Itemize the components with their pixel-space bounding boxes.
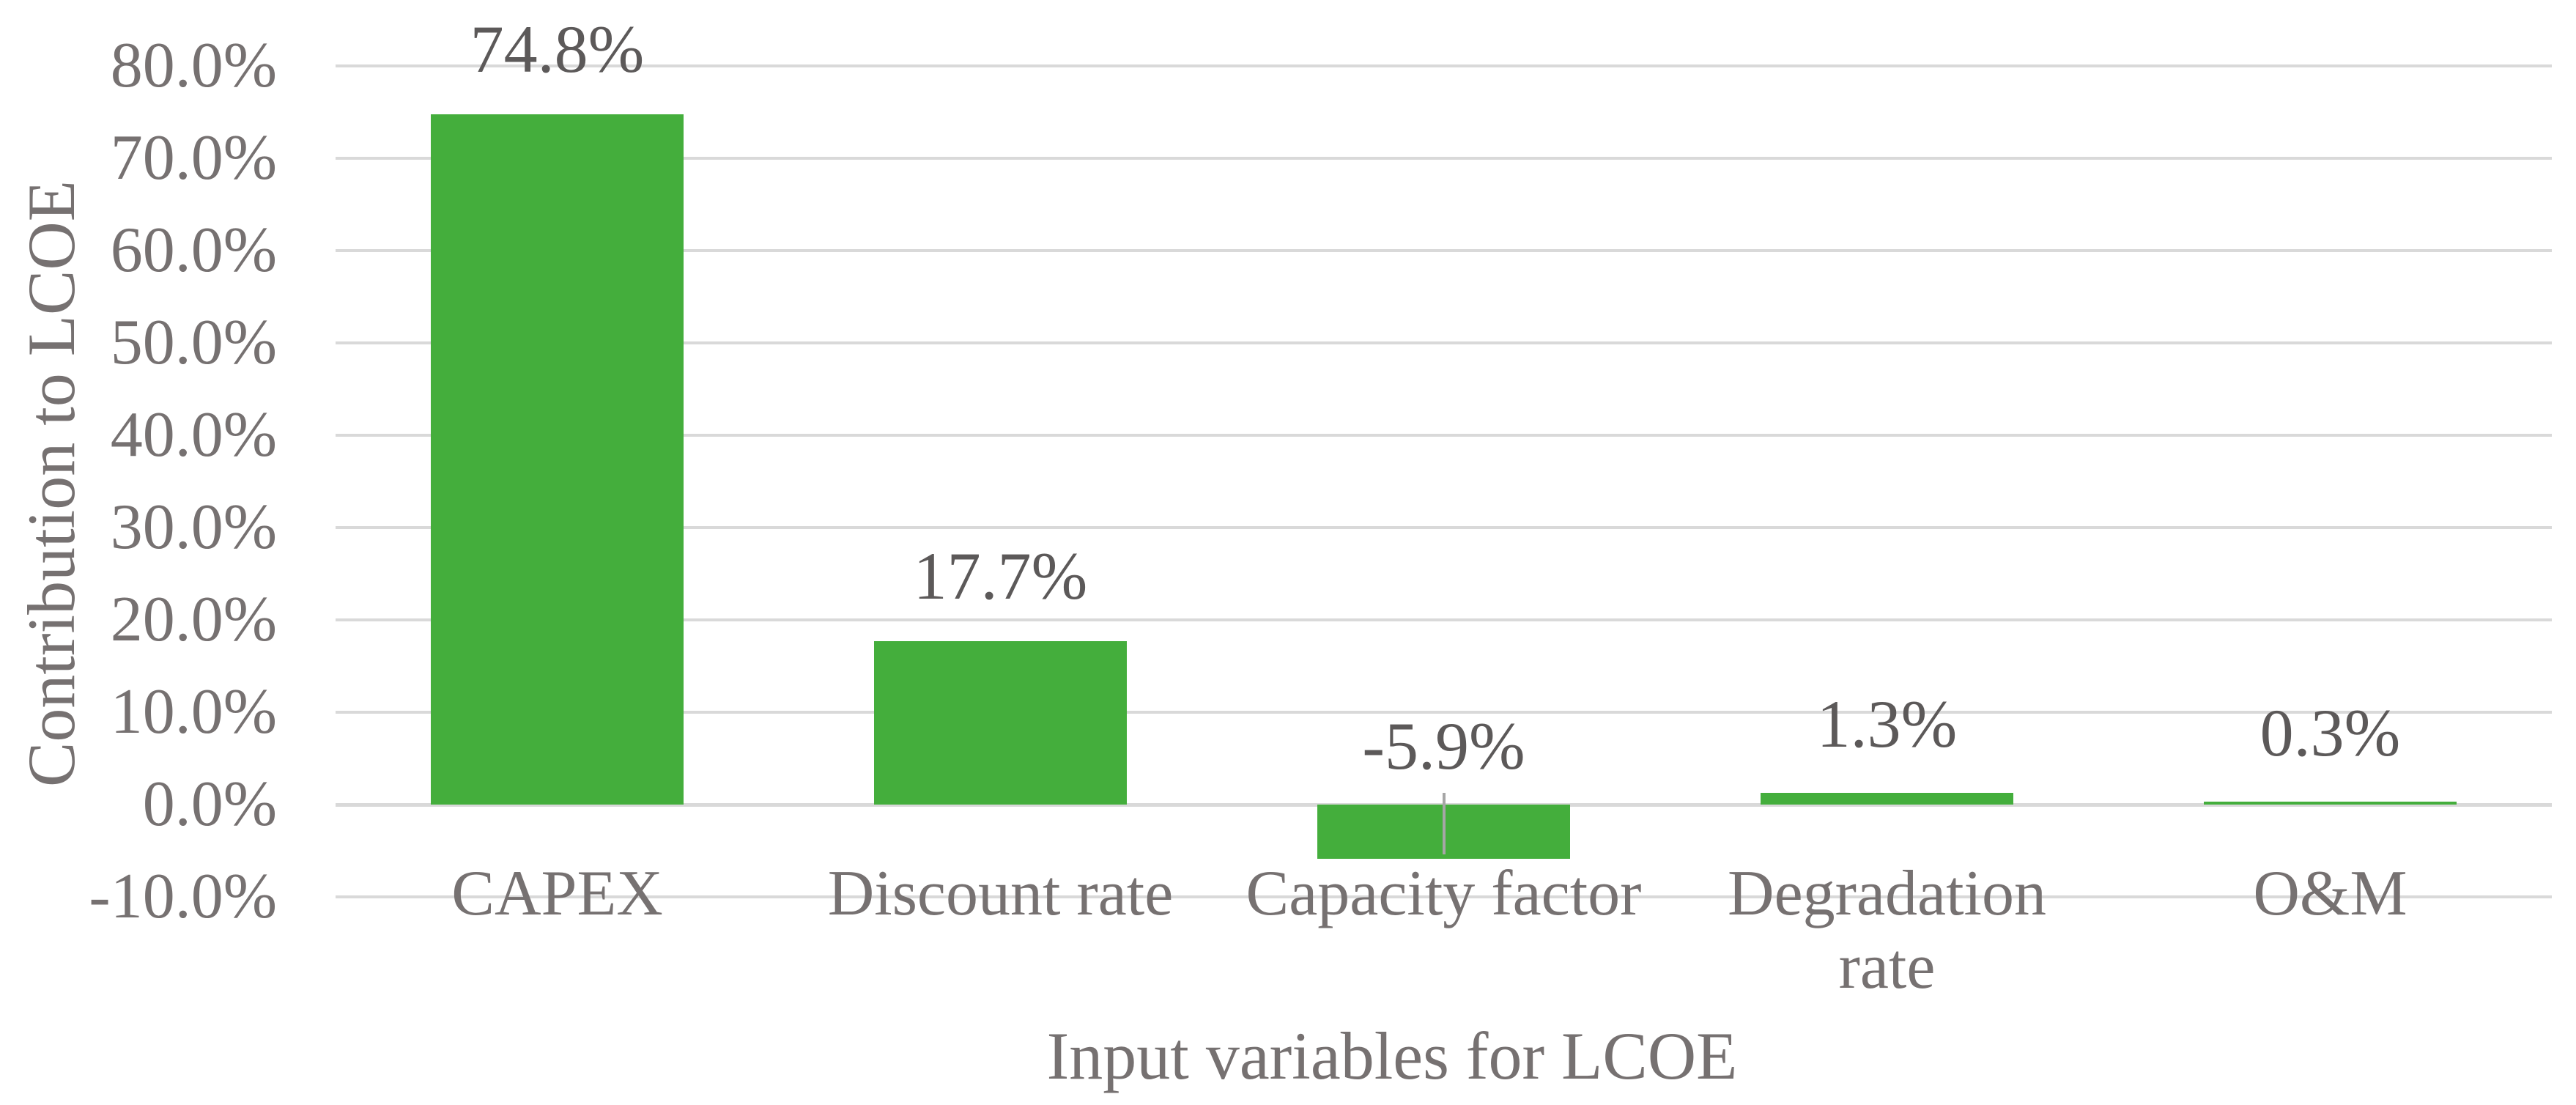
category-label: Degradation rate [1728,858,2046,1002]
bar-2 [874,640,1127,805]
gridline [336,341,2552,344]
data-label: 17.7% [913,538,1088,613]
category-label: CAPEX [451,858,663,929]
category-label: Capacity factor [1246,858,1642,929]
data-label: -5.9% [1362,709,1525,783]
y-tick-label: -10.0% [89,861,277,932]
data-label-leader-line [1442,793,1446,855]
y-tick-label: 30.0% [110,492,277,563]
y-tick-label: 40.0% [110,399,277,470]
category-label: O&M [2253,858,2407,929]
category-label: Discount rate [827,858,1174,929]
gridline [336,526,2552,529]
y-tick-label: 20.0% [110,584,277,655]
y-tick-label: 70.0% [110,122,277,193]
bar-5 [2204,802,2457,805]
x-axis-title: Input variables for LCOE [1046,1019,1738,1093]
y-tick-label: 50.0% [110,307,277,378]
gridline [336,434,2552,437]
bar-1 [431,114,684,805]
gridline [336,249,2552,252]
data-label: 1.3% [1816,686,1958,761]
data-label: 0.3% [2259,695,2401,771]
bar-4 [1761,792,2013,805]
gridline [336,618,2552,621]
y-tick-label: 60.0% [110,215,277,286]
gridline [336,157,2552,160]
gridline [336,64,2552,67]
y-tick-label: 0.0% [142,769,277,840]
y-tick-label: 80.0% [110,30,277,101]
data-label: 74.8% [470,11,645,86]
gridline [336,895,2552,898]
y-tick-label: 10.0% [110,676,277,747]
gridline [336,711,2552,714]
